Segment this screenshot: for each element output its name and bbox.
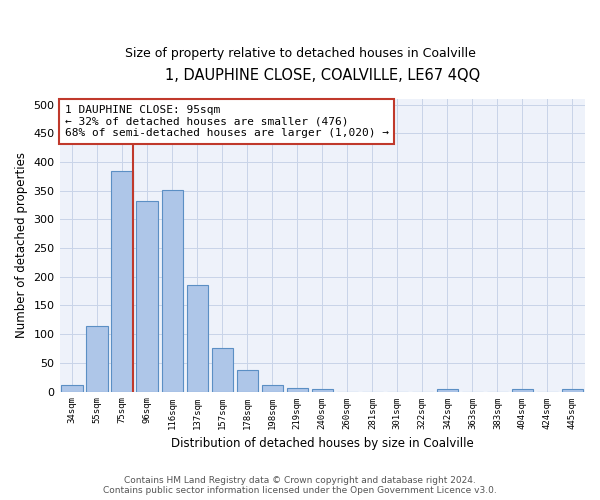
Text: 1 DAUPHINE CLOSE: 95sqm
← 32% of detached houses are smaller (476)
68% of semi-d: 1 DAUPHINE CLOSE: 95sqm ← 32% of detache… — [65, 105, 389, 138]
Y-axis label: Number of detached properties: Number of detached properties — [15, 152, 28, 338]
Bar — [236, 370, 258, 392]
Bar — [311, 390, 333, 392]
Text: Contains HM Land Registry data © Crown copyright and database right 2024.
Contai: Contains HM Land Registry data © Crown c… — [103, 476, 497, 495]
Bar — [562, 388, 583, 392]
Bar — [112, 170, 133, 392]
X-axis label: Distribution of detached houses by size in Coalville: Distribution of detached houses by size … — [171, 437, 473, 450]
Text: Size of property relative to detached houses in Coalville: Size of property relative to detached ho… — [125, 48, 475, 60]
Bar — [136, 201, 158, 392]
Bar — [86, 326, 108, 392]
Bar — [287, 388, 308, 392]
Bar — [187, 286, 208, 392]
Bar — [212, 348, 233, 392]
Bar — [512, 388, 533, 392]
Bar — [61, 385, 83, 392]
Bar — [161, 190, 183, 392]
Bar — [437, 388, 458, 392]
Bar — [262, 385, 283, 392]
Title: 1, DAUPHINE CLOSE, COALVILLE, LE67 4QQ: 1, DAUPHINE CLOSE, COALVILLE, LE67 4QQ — [164, 68, 480, 82]
